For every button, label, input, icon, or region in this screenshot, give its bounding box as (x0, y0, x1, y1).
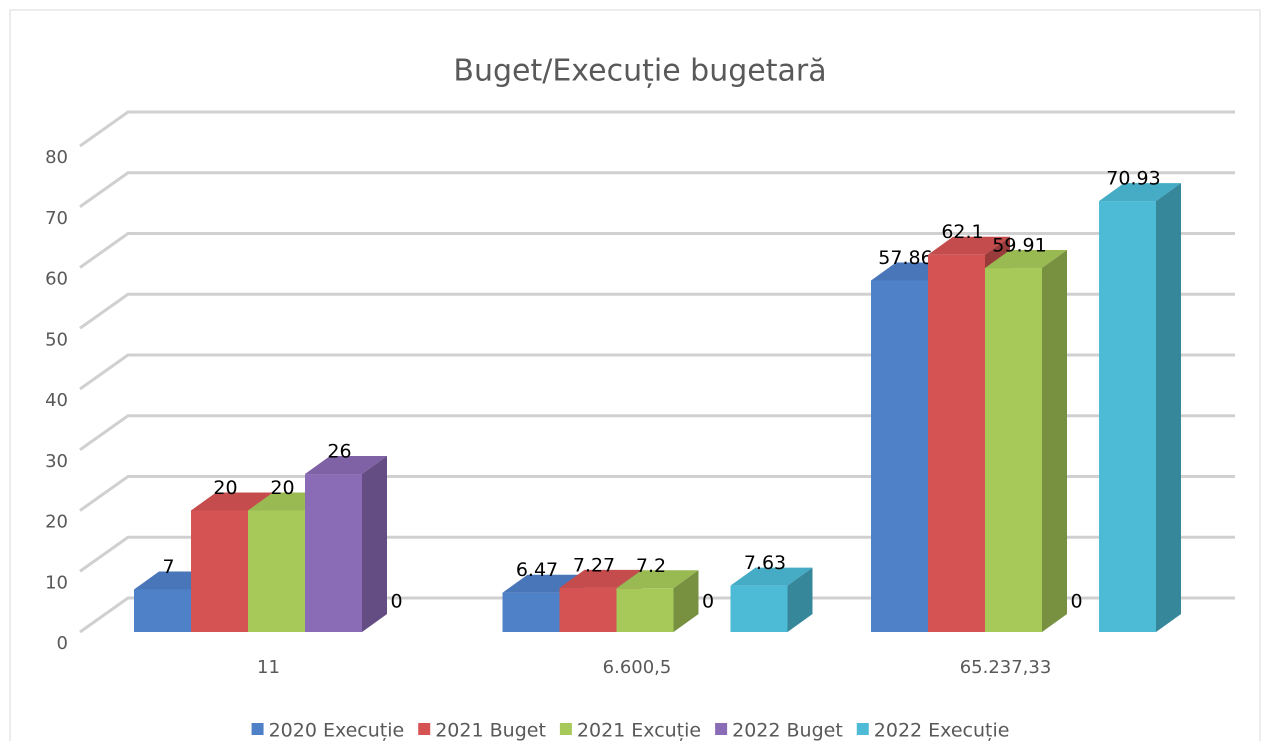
y-tick-label: 80 (45, 147, 68, 168)
y-tick-label: 30 (45, 451, 68, 472)
grid-line (79, 596, 1235, 634)
bar (559, 587, 617, 632)
legend-label: 2020 Execuție (269, 720, 405, 741)
data-label: 7.27 (573, 554, 615, 576)
bar-top-shade (616, 570, 699, 589)
data-label: 0 (702, 591, 714, 613)
bar (502, 592, 560, 632)
bar (730, 585, 788, 632)
bar-top-shade (305, 456, 387, 475)
bar-top (559, 569, 642, 588)
bar-side (1156, 183, 1181, 632)
grid-line (79, 292, 1235, 330)
bar-top (1099, 183, 1181, 202)
bar-side (1042, 250, 1067, 632)
bar-side-shade (1156, 183, 1181, 632)
x-tick-label: 65.237,33 (960, 657, 1052, 678)
bar-side-shade (1042, 250, 1067, 632)
bar-top-shade (1099, 183, 1181, 202)
legend: 2020 Execuție 2021 Buget 2021 Excuție 2022 … (251, 720, 1010, 741)
data-label: 70.93 (1106, 168, 1160, 190)
grid-line (79, 475, 1235, 512)
bar-side-shade (362, 456, 387, 632)
grid-line (79, 171, 1235, 208)
bar-side (362, 456, 387, 632)
y-tick-label: 10 (45, 572, 68, 593)
x-tick-label: 11 (257, 657, 280, 678)
y-tick-label: 40 (45, 390, 68, 411)
data-label: 6.47 (516, 559, 558, 581)
legend-swatch (715, 723, 728, 735)
legend-swatch (251, 723, 264, 735)
bar (871, 280, 928, 632)
grid-line (79, 232, 1235, 269)
chart-title: Buget/Execuție bugetară (453, 54, 826, 89)
data-label: 57.86 (878, 247, 932, 269)
bar (248, 510, 305, 632)
bar-top-shade (985, 250, 1067, 269)
bar (191, 510, 248, 632)
legend-label: 2022 Buget (732, 720, 843, 741)
bar (985, 268, 1042, 632)
bar-top (305, 456, 387, 475)
grid-line (79, 110, 1235, 148)
bar-top (616, 570, 699, 589)
bar-top (191, 492, 273, 511)
data-label: 20 (213, 477, 237, 499)
bar-top (730, 567, 813, 586)
bar-top-shade (730, 567, 813, 586)
legend-label: 2022 Execuție (874, 720, 1010, 741)
bar (1099, 201, 1156, 632)
legend-swatch (418, 723, 431, 735)
data-label: 0 (390, 591, 402, 613)
grid-line (79, 353, 1235, 391)
plot: 7 20 20 26 0 6.47 7.27 7.2 0 7.63 57.86 62.1 59.91 0 7… (79, 110, 1235, 634)
y-tick-label: 20 (45, 512, 68, 533)
bar (305, 474, 362, 632)
y-tick-label: 60 (45, 269, 68, 290)
legend-label: 2021 Buget (435, 720, 546, 741)
data-label: 7.2 (636, 555, 666, 577)
bar (928, 254, 985, 632)
bar-top-shade (191, 492, 273, 511)
data-label: 59.91 (992, 235, 1046, 257)
legend-swatch (559, 723, 572, 735)
data-label: 26 (327, 441, 351, 463)
bar-side-shade (787, 567, 813, 632)
y-tick-label: 70 (45, 208, 68, 229)
bar-side (787, 567, 813, 632)
x-tick-label: 6.600,5 (603, 657, 672, 678)
bar-top (985, 250, 1067, 269)
grid-line (79, 414, 1235, 451)
bar-side (673, 570, 699, 632)
bar-top (928, 236, 1010, 255)
y-tick-label: 0 (57, 633, 68, 654)
bar-top-shade (559, 569, 642, 588)
legend-swatch (856, 723, 869, 735)
data-label: 62.1 (941, 221, 983, 243)
legend-label: 2021 Excuție (577, 720, 701, 741)
bar-side-shade (673, 570, 699, 632)
bar (134, 589, 191, 632)
data-label: 7.63 (744, 552, 786, 574)
y-tick-label: 50 (45, 329, 68, 350)
data-label: 20 (270, 477, 294, 499)
grid-line (79, 535, 1235, 573)
data-label: 0 (1070, 591, 1082, 613)
bar (616, 588, 674, 632)
data-label: 7 (162, 556, 174, 578)
bar-top-shade (928, 236, 1010, 255)
